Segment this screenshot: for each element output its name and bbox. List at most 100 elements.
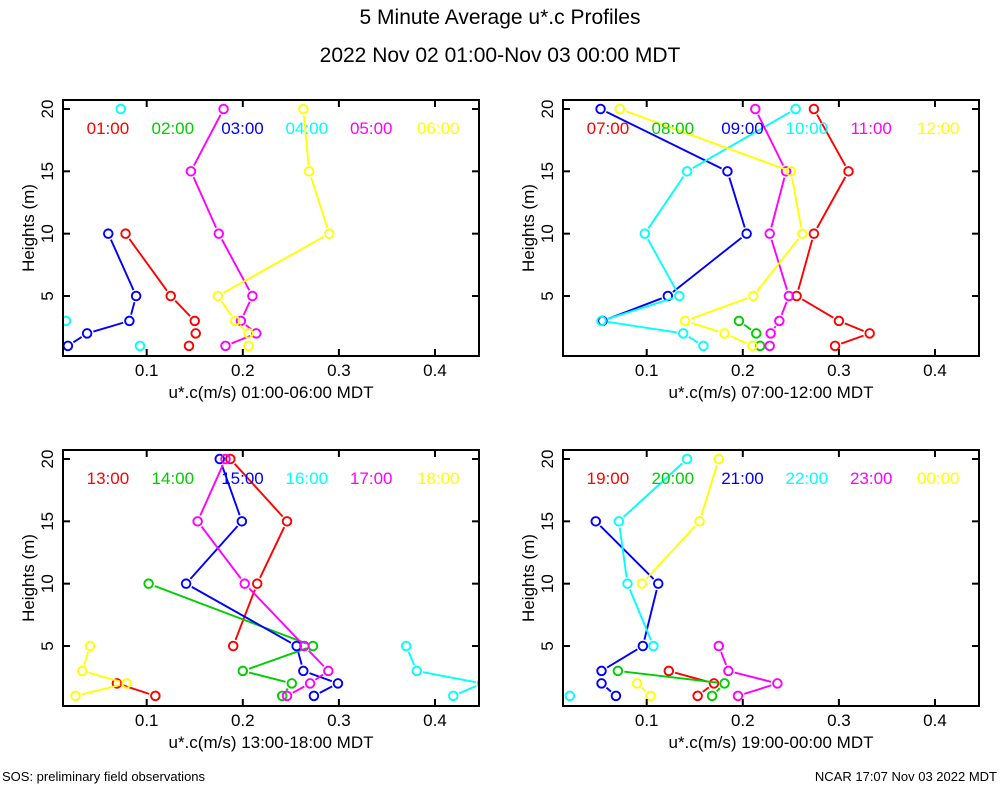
data-point-06:00 (324, 228, 335, 239)
y-tick-label: 10 (538, 574, 557, 593)
subplot-1: 0.1 0.2 0.3 0.4 5 10 15 20 01:00 02:00 03:00 04:00 0… (19, 99, 480, 402)
data-point-08:00 (733, 315, 745, 327)
data-point-05:00 (218, 103, 229, 115)
subplot-3: 0.1 0.2 0.3 0.4 5 10 15 20 13:00 14:00 15:00 16:00 1… (19, 449, 480, 752)
data-point-01:00 (183, 340, 195, 352)
profile-line-12:00 (756, 238, 800, 292)
x-tick-label: 0.1 (135, 711, 159, 730)
profile-line-22:00 (622, 462, 683, 518)
data-point-17:00 (192, 516, 203, 527)
x-tick-label: 0.4 (923, 361, 947, 380)
profile-line-21:00 (606, 648, 638, 669)
data-point-12:00 (748, 290, 759, 302)
profile-line-14:00 (248, 671, 286, 683)
data-point-12:00 (719, 328, 730, 339)
profile-line-13:00 (233, 463, 284, 518)
y-tick-label: 20 (538, 450, 557, 469)
profile-line-12:00 (690, 297, 748, 320)
legend-18:00: 18:00 (417, 469, 460, 488)
data-point-21:00 (652, 578, 664, 589)
data-point-23:00 (723, 665, 734, 677)
data-point-05:00 (213, 228, 225, 239)
y-tick-label: 5 (38, 641, 57, 650)
profile-line-10:00 (607, 320, 677, 334)
x-axis-label: u*.c(m/s) 13:00-18:00 MDT (168, 733, 373, 752)
data-point-12:00 (797, 228, 808, 239)
y-tick-label: 15 (38, 512, 57, 531)
profile-line-07:00 (797, 239, 814, 290)
data-point-17:00 (281, 690, 293, 702)
y-tick-label: 20 (38, 100, 57, 119)
data-point-13:00 (227, 640, 239, 652)
data-point-06:00 (243, 340, 254, 352)
footer-timestamp: NCAR 17:07 Nov 03 2022 MDT (814, 769, 997, 784)
data-point-03:00 (81, 328, 93, 339)
profile-line-06:00 (220, 300, 233, 317)
data-point-11:00 (780, 166, 792, 177)
y-tick-label: 5 (38, 291, 57, 300)
profile-line-00:00 (700, 464, 718, 516)
data-point-17:00 (220, 453, 231, 465)
data-point-23:00 (772, 678, 783, 689)
profile-line-13:00 (122, 684, 150, 695)
legend-12:00: 12:00 (917, 119, 960, 138)
data-point-07:00 (808, 103, 820, 115)
data-point-14:00 (143, 578, 154, 589)
data-point-10:00 (698, 340, 709, 352)
profile-line-01:00 (174, 300, 191, 317)
data-point-10:00 (596, 315, 607, 327)
data-point-04:00 (115, 103, 127, 115)
x-tick-label: 0.2 (231, 711, 255, 730)
data-point-11:00 (750, 103, 761, 115)
profile-line-07:00 (844, 322, 864, 332)
profile-line-18:00 (88, 671, 121, 683)
data-point-10:00 (677, 328, 689, 339)
legend-07:00: 07:00 (587, 119, 630, 138)
data-point-11:00 (783, 290, 795, 302)
data-point-23:00 (713, 640, 725, 652)
data-point-09:00 (595, 103, 606, 115)
legend-06:00: 06:00 (417, 119, 460, 138)
data-point-10:00 (681, 166, 693, 177)
data-point-17:00 (304, 678, 316, 689)
profile-line-14:00 (248, 647, 308, 670)
profile-line-14:00 (285, 687, 289, 692)
data-point-22:00 (681, 453, 693, 465)
data-point-10:00 (639, 228, 651, 239)
profile-line-05:00 (193, 114, 222, 167)
plot-frame (62, 449, 480, 707)
profile-line-12:00 (791, 177, 803, 228)
profile-line-11:00 (770, 177, 786, 228)
profile-line-15:00 (297, 652, 303, 665)
data-point-07:00 (864, 328, 875, 339)
profile-line-01:00 (128, 238, 168, 292)
y-tick-label: 10 (38, 224, 57, 243)
x-tick-label: 0.2 (231, 361, 255, 380)
x-tick-label: 0.3 (327, 711, 351, 730)
figure-subtitle: 2022 Nov 02 01:00-Nov 03 00:00 MDT (319, 44, 681, 67)
x-tick-label: 0.2 (731, 711, 755, 730)
profile-line-18:00 (81, 684, 121, 696)
profile-line-18:00 (83, 651, 89, 666)
data-point-21:00 (637, 640, 649, 652)
profile-line-16:00 (458, 685, 477, 695)
data-point-22:00 (622, 578, 633, 589)
data-point-04:00 (63, 315, 72, 327)
data-point-07:00 (808, 228, 820, 239)
data-point-13:00 (225, 453, 236, 465)
profile-line-23:00 (720, 651, 727, 666)
profile-line-22:00 (618, 527, 628, 578)
profile-line-07:00 (840, 334, 864, 345)
data-point-07:00 (833, 315, 845, 327)
profile-line-11:00 (773, 325, 777, 329)
legend-17:00: 17:00 (350, 469, 393, 488)
profile-line-07:00 (816, 176, 847, 229)
legend-11:00: 11:00 (851, 119, 892, 138)
profile-line-21:00 (643, 589, 658, 640)
profile-line-06:00 (310, 177, 329, 228)
profile-line-10:00 (647, 238, 678, 291)
y-tick-label: 20 (38, 450, 57, 469)
profile-line-11:00 (780, 301, 788, 316)
data-point-12:00 (785, 166, 797, 177)
data-point-22:00 (648, 640, 659, 652)
